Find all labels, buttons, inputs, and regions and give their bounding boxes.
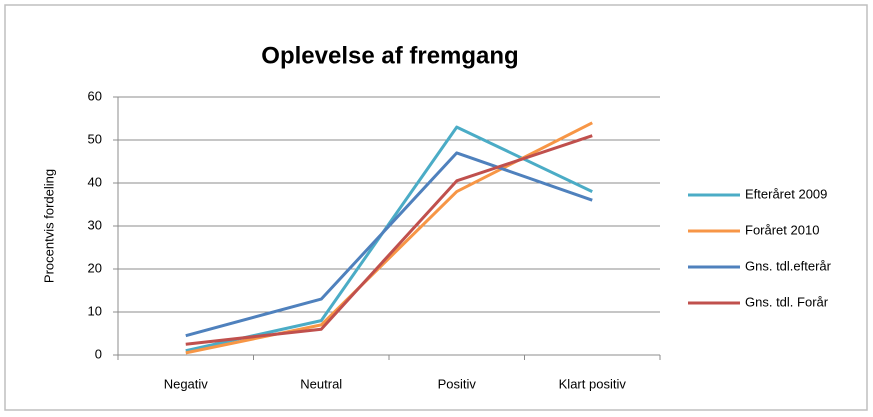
chart-border: [4, 4, 868, 411]
chart-title: Oplevelse af fremgang: [261, 42, 518, 69]
y-tick-label: 40: [88, 174, 102, 189]
legend-label: Efteråret 2009: [745, 186, 827, 201]
x-tick-label: Klart positiv: [559, 376, 627, 391]
legend-label: Gns. tdl. Forår: [745, 294, 829, 309]
y-tick-label: 20: [88, 260, 102, 275]
x-tick-label: Negativ: [164, 376, 209, 391]
legend-label: Gns. tdl.efterår: [745, 258, 832, 273]
y-tick-label: 30: [88, 217, 102, 232]
x-tick-label: Neutral: [300, 376, 342, 391]
series-line: [185, 151, 593, 338]
y-tick-label: 10: [88, 303, 102, 318]
series-line: [185, 134, 593, 346]
y-axis-label: Procentvis fordeling: [41, 169, 56, 283]
y-tick-label: 0: [95, 346, 102, 361]
y-tick-label: 60: [88, 88, 102, 103]
y-tick-label: 50: [88, 131, 102, 146]
legend-label: Foråret 2010: [745, 222, 819, 237]
x-tick-label: Positiv: [438, 376, 477, 391]
